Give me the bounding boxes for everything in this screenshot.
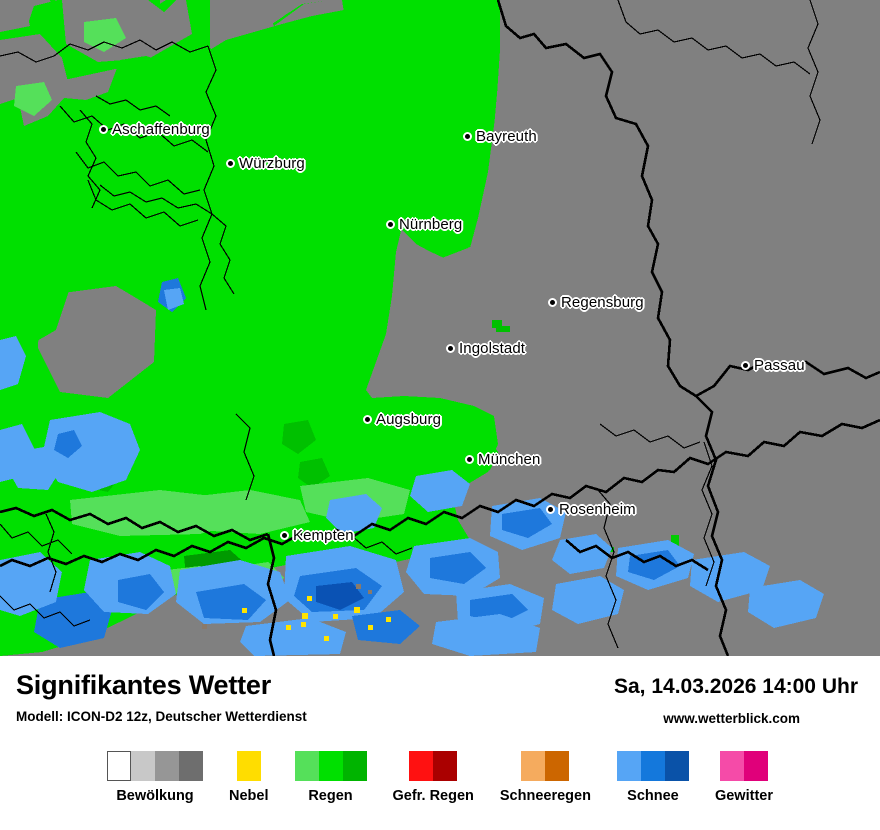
weather-map[interactable]: Aschaffenburg Würzburg Bayreuth Nürnberg… <box>0 0 880 656</box>
page-title: Signifikantes Wetter <box>16 670 272 700</box>
legend-item-gefrierender-regen[interactable]: Gefr. Regen <box>393 751 474 804</box>
legend-label: Schneeregen <box>499 788 591 804</box>
legend-seg <box>409 751 434 781</box>
city-label: Regensburg <box>561 294 644 311</box>
city-marker-augsburg[interactable]: Augsburg <box>363 411 441 428</box>
legend-item-gewitter[interactable]: Gewitter <box>715 751 773 804</box>
legend-swatch-nebel <box>236 751 261 781</box>
legend-seg <box>318 751 343 781</box>
legend-swatch-schneeregen <box>521 751 570 781</box>
precip-sleet-layer <box>202 584 372 629</box>
legend-seg <box>294 751 319 781</box>
legend-label: Regen <box>308 788 353 804</box>
legend-item-schnee[interactable]: Schnee <box>616 751 689 804</box>
legend-swatch-regen <box>294 751 367 781</box>
legend-swatch-gefr-regen <box>409 751 458 781</box>
legend-seg <box>433 751 458 781</box>
forecast-datetime: Sa, 14.03.2026 14:00 Uhr <box>613 675 858 698</box>
city-dot-icon <box>226 159 235 168</box>
legend-item-bewoelkung[interactable]: Bewölkung <box>107 751 203 804</box>
city-label: Aschaffenburg <box>112 121 210 138</box>
legend-seg <box>342 751 367 781</box>
city-label: Passau <box>754 357 805 374</box>
city-marker-aschaffenburg[interactable]: Aschaffenburg <box>99 121 210 138</box>
model-subtitle: Modell: ICON-D2 12z, Deutscher Wetterdie… <box>16 709 307 724</box>
precip-snow-layer <box>0 278 824 656</box>
city-label: Würzburg <box>239 155 305 172</box>
city-dot-icon <box>280 531 289 540</box>
city-dot-icon <box>363 415 372 424</box>
legend-swatch-gewitter <box>719 751 768 781</box>
city-dot-icon <box>546 505 555 514</box>
city-label: Ingolstadt <box>459 340 526 357</box>
legend-swatch-bewoelkung <box>107 751 203 781</box>
legend-seg <box>664 751 689 781</box>
city-marker-passau[interactable]: Passau <box>741 357 805 374</box>
precip-fog-layer <box>242 596 391 641</box>
legend-label: Bewölkung <box>116 788 194 804</box>
footer-header: Signifikantes Wetter Modell: ICON-D2 12z… <box>0 656 880 728</box>
legend-label: Gefr. Regen <box>392 788 474 804</box>
legend: Bewölkung Nebel Regen <box>0 751 880 804</box>
legend-seg <box>545 751 570 781</box>
city-label: Kempten <box>293 527 354 544</box>
website-label: www.wetterblick.com <box>663 711 800 726</box>
river-lines <box>79 95 235 295</box>
legend-label: Nebel <box>229 788 269 804</box>
legend-seg <box>107 751 131 781</box>
legend-swatch-schnee <box>616 751 689 781</box>
legend-seg <box>131 751 155 781</box>
state-borders <box>0 0 821 649</box>
legend-label: Gewitter <box>714 788 773 804</box>
city-marker-nuernberg[interactable]: Nürnberg <box>386 216 462 233</box>
legend-seg <box>616 751 641 781</box>
national-borders <box>0 0 880 656</box>
footer-panel: Signifikantes Wetter Modell: ICON-D2 12z… <box>0 656 880 830</box>
city-label: Bayreuth <box>476 128 537 145</box>
city-dot-icon <box>446 344 455 353</box>
city-dot-icon <box>463 132 472 141</box>
city-label: Nürnberg <box>399 216 463 233</box>
city-marker-muenchen[interactable]: München <box>465 451 540 468</box>
legend-item-schneeregen[interactable]: Schneeregen <box>500 751 591 804</box>
legend-item-nebel[interactable]: Nebel <box>229 751 269 804</box>
legend-seg <box>236 751 261 781</box>
city-dot-icon <box>741 361 750 370</box>
legend-label: Schnee <box>627 788 679 804</box>
legend-item-regen[interactable]: Regen <box>294 751 367 804</box>
city-dot-icon <box>386 220 395 229</box>
city-dot-icon <box>465 455 474 464</box>
legend-seg <box>640 751 665 781</box>
city-marker-bayreuth[interactable]: Bayreuth <box>463 128 537 145</box>
legend-seg <box>155 751 179 781</box>
map-canvas <box>0 0 880 656</box>
legend-seg <box>743 751 768 781</box>
city-label: Augsburg <box>376 411 442 428</box>
city-label: Rosenheim <box>559 501 636 518</box>
city-marker-rosenheim[interactable]: Rosenheim <box>546 501 636 518</box>
city-marker-kempten[interactable]: Kempten <box>280 527 354 544</box>
city-label: München <box>478 451 541 468</box>
legend-seg <box>179 751 203 781</box>
city-marker-wurzburg[interactable]: Würzburg <box>226 155 305 172</box>
legend-seg <box>719 751 744 781</box>
city-marker-regensburg[interactable]: Regensburg <box>548 294 644 311</box>
city-dot-icon <box>99 125 108 134</box>
city-marker-ingolstadt[interactable]: Ingolstadt <box>446 340 525 357</box>
city-dot-icon <box>548 298 557 307</box>
legend-seg <box>521 751 546 781</box>
